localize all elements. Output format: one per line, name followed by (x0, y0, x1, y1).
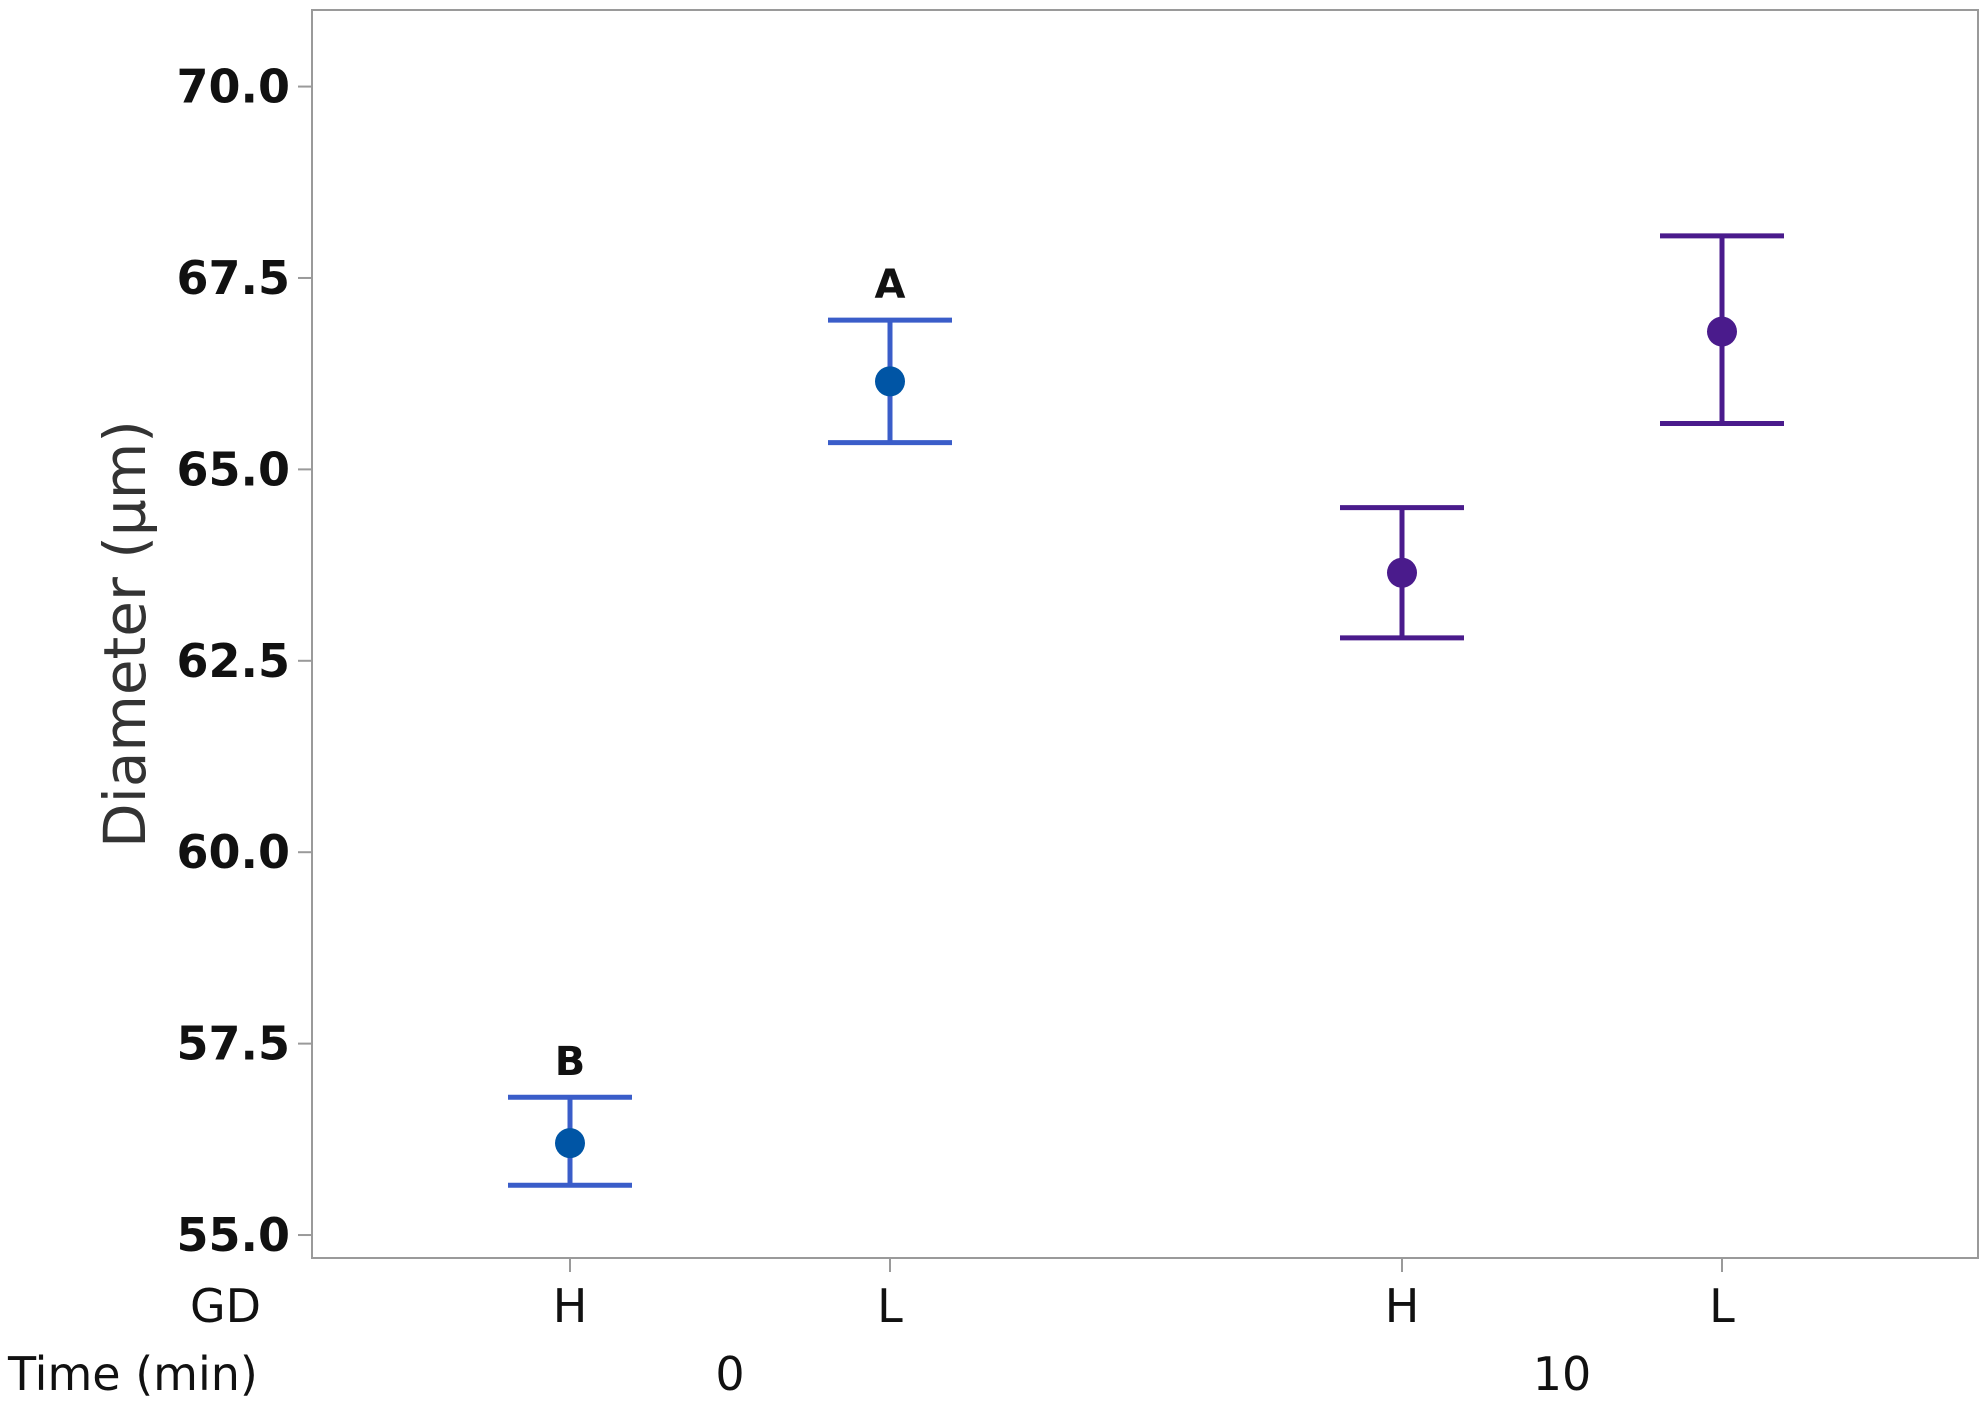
y-tick-label: 57.5 (177, 1017, 291, 1071)
y-tick-label: 65.0 (177, 442, 291, 496)
significance-letter: B (555, 1039, 586, 1085)
y-tick-label: 62.5 (177, 634, 291, 688)
y-tick-label: 55.0 (177, 1208, 291, 1262)
plot-frame (311, 9, 1979, 1259)
gd-category-label: L (1709, 1279, 1735, 1333)
mean-point (1387, 557, 1417, 588)
time-group-labels: 0 10 (715, 1347, 1591, 1401)
gd-category-label: H (553, 1279, 588, 1333)
y-tick-label: 67.5 (177, 251, 291, 305)
time-group-label: 10 (1533, 1347, 1592, 1401)
factor-label-gd: GD (190, 1279, 261, 1333)
y-axis-title: Diameter (µm) (91, 420, 159, 848)
mean-point (1707, 316, 1737, 347)
time-group-label: 0 (715, 1347, 744, 1401)
factor-label-time: Time (min) (7, 1347, 258, 1401)
mean-point (555, 1128, 585, 1159)
significance-letter: A (875, 262, 906, 308)
gd-category-label: H (1385, 1279, 1420, 1333)
data-marks: BA (508, 233, 1784, 1188)
mean-point (875, 366, 905, 397)
y-tick-label: 60.0 (177, 825, 291, 879)
gd-category-label: L (877, 1279, 903, 1333)
y-axis: 55.0 57.5 60.0 62.5 65.0 67.5 70.0 (177, 60, 312, 1262)
y-tick-label: 70.0 (177, 60, 291, 114)
